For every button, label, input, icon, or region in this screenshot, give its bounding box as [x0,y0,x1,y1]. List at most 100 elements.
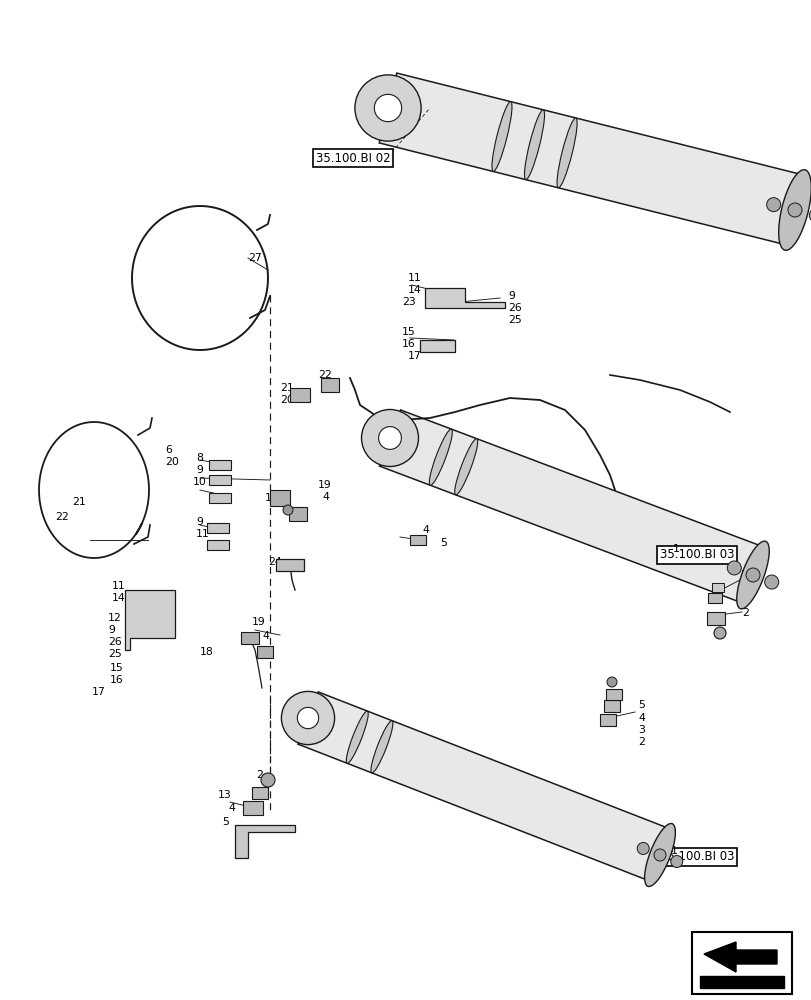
Text: 17: 17 [407,351,421,361]
Circle shape [764,575,778,589]
Text: 22: 22 [55,512,69,522]
Circle shape [378,427,401,449]
Bar [208,493,230,503]
Text: 26: 26 [508,303,521,313]
Bar [208,475,230,485]
Polygon shape [424,288,504,308]
Text: 11: 11 [195,529,209,539]
Text: 9: 9 [508,291,514,301]
Bar [603,700,620,712]
Bar [207,540,229,550]
Text: 4: 4 [739,582,746,592]
Bar [691,932,791,994]
Polygon shape [125,590,175,650]
Text: 17: 17 [92,687,105,697]
Text: 26: 26 [108,637,122,647]
Text: 24: 24 [268,557,281,567]
Bar [410,535,426,545]
Text: 23: 23 [401,297,415,307]
Text: 11: 11 [407,273,421,283]
Text: 2: 2 [741,608,748,618]
Text: 19: 19 [251,617,265,627]
Ellipse shape [454,439,477,495]
Text: 35.100.BI 03: 35.100.BI 03 [659,548,733,562]
Circle shape [787,203,801,217]
Text: 5: 5 [221,817,229,827]
Bar [599,714,616,726]
Bar [251,787,268,799]
Circle shape [745,568,759,582]
Circle shape [281,691,334,745]
Circle shape [637,842,649,854]
Bar [207,523,229,533]
Text: 18: 18 [264,493,278,503]
Text: 5: 5 [637,700,644,710]
Bar [605,688,621,700]
Text: 5: 5 [440,538,446,548]
Circle shape [670,856,682,868]
Text: 13: 13 [217,790,231,800]
Text: 12: 12 [108,613,122,623]
Text: 2: 2 [637,737,644,747]
Circle shape [297,707,318,729]
Circle shape [374,94,401,122]
Circle shape [809,208,811,222]
Circle shape [361,410,418,466]
Text: 2: 2 [255,770,263,780]
Text: 21: 21 [72,497,86,507]
Circle shape [766,198,779,212]
Bar [242,801,263,815]
Text: 6: 6 [165,445,172,455]
Text: 4: 4 [262,631,268,641]
Text: 21: 21 [280,383,294,393]
Polygon shape [298,692,669,881]
Circle shape [283,505,293,515]
Text: 4: 4 [228,803,234,813]
Bar [707,593,721,603]
Bar [270,490,290,506]
Text: 9: 9 [195,517,203,527]
Ellipse shape [778,170,810,250]
Text: 1: 1 [670,846,677,856]
Ellipse shape [371,721,393,773]
Text: 15: 15 [401,327,415,337]
Text: 35.100.BI 02: 35.100.BI 02 [315,152,390,165]
Text: 9: 9 [195,465,203,475]
Text: 14: 14 [407,285,421,295]
Text: 1: 1 [672,544,679,554]
Bar [241,632,259,644]
Text: 3: 3 [637,725,644,735]
Circle shape [354,75,421,141]
Text: 8: 8 [195,453,203,463]
Text: 16: 16 [109,675,123,685]
Polygon shape [419,340,454,352]
Text: 22: 22 [318,370,332,380]
Text: 20: 20 [280,395,294,405]
Ellipse shape [556,118,577,188]
Polygon shape [703,942,776,972]
Text: 4: 4 [422,525,428,535]
Circle shape [607,677,616,687]
Bar [290,388,310,402]
Text: 20: 20 [165,457,178,467]
Bar [257,646,272,658]
Ellipse shape [644,823,675,887]
Text: 4: 4 [322,492,328,502]
Bar [276,559,303,571]
Text: 16: 16 [401,339,415,349]
Text: 18: 18 [200,647,213,657]
Text: 5: 5 [739,570,746,580]
Circle shape [727,561,740,575]
Circle shape [713,627,725,639]
Text: 7: 7 [741,596,748,606]
Ellipse shape [524,110,544,180]
Circle shape [653,849,665,861]
Ellipse shape [491,102,512,172]
Text: 25: 25 [508,315,521,325]
Text: 9: 9 [108,625,114,635]
Text: 19: 19 [318,480,332,490]
Bar [711,582,723,591]
Text: 25: 25 [108,649,122,659]
Polygon shape [234,825,294,858]
Text: 27: 27 [247,253,261,263]
